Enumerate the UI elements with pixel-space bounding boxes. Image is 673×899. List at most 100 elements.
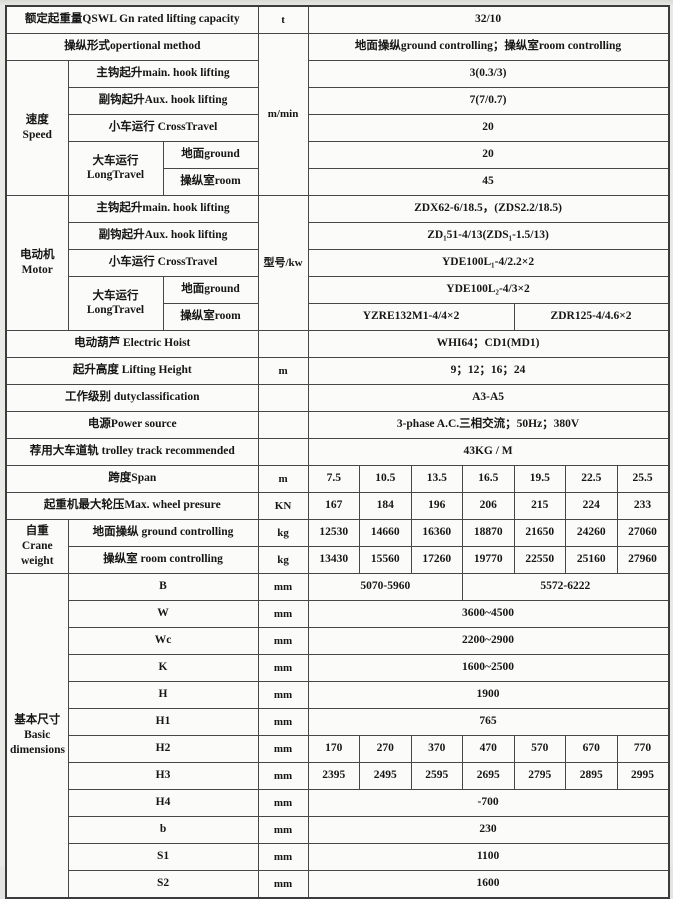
operational-method-value: 地面操纵ground controlling；操纵室room controlli… (307, 33, 670, 61)
row-label-cell: 主钩起升main. hook lifting (67, 195, 259, 223)
value-cell: 5070-5960 (307, 573, 464, 601)
row-label-cell: S2 (67, 870, 259, 899)
row-label-cell: H3 (67, 762, 259, 790)
operational-method-label: 操纵形式opertional method (5, 33, 259, 61)
row-label-cell: K (67, 654, 259, 682)
crane-spec-table-body: 额定起重量QSWL Gn rated lifting capacity t 32/1… (5, 5, 670, 899)
value-cell: 19770 (462, 546, 515, 574)
value-cell: 2395 (307, 762, 361, 790)
unit-cell: m (257, 465, 309, 493)
table-row: 副钩起升Aux. hook lifting ZD₁51-4/13(ZDS₁-1.5… (6, 222, 670, 250)
unit-cell: kg (257, 519, 309, 547)
unit-cell: mm (257, 789, 309, 817)
value-cell: 2995 (616, 762, 670, 790)
value-cell: 45 (307, 168, 670, 196)
table-row: 起升高度 Lifting Height m 9；12；16；24 (5, 357, 670, 385)
unit-cell (257, 438, 309, 466)
lifting-height-value: 9；12；16；24 (307, 357, 670, 385)
value-cell: 27060 (616, 519, 670, 547)
row-label-cell: H4 (67, 789, 259, 817)
basic-dimensions-section-header: 基本尺寸 Basic dimensions (5, 573, 69, 899)
row-label-cell: H1 (67, 708, 259, 736)
value-cell: 17260 (410, 546, 464, 574)
table-row: 小车运行 CrossTravel YDE100L₁-4/2.2×2 (6, 249, 670, 277)
table-row: b mm 230 (6, 816, 670, 844)
value-cell: 2695 (462, 762, 515, 790)
value-cell: 16.5 (462, 465, 515, 493)
row-label-cell: 操纵室 room controlling (67, 546, 259, 574)
row-label-cell: 地面ground (162, 141, 259, 169)
unit-cell: mm (257, 627, 309, 655)
table-row: 大车运行 LongTravel 地面ground YDE100L₂-4/3×2 (6, 276, 670, 331)
table-row: 操纵形式opertional method m/min 地面操纵ground con… (5, 33, 670, 196)
value-cell: 24260 (565, 519, 618, 547)
value-cell: -700 (307, 789, 670, 817)
long-travel-label: 大车运行 LongTravel (67, 276, 164, 331)
row-label-cell: W (67, 600, 259, 628)
speed-unit-cell: m/min (257, 33, 309, 196)
value-cell: 570 (513, 735, 567, 763)
row-label-cell: B (67, 573, 259, 601)
max-wheel-pressure-label: 起重机最大轮压Max. wheel presure (5, 492, 259, 520)
table-row: 操纵室room 45 (6, 168, 670, 196)
value-cell: 670 (565, 735, 618, 763)
value-cell: ZDX62-6/18.5，(ZDS2.2/18.5) (307, 195, 670, 223)
value-cell: 270 (359, 735, 412, 763)
value-cell: 215 (513, 492, 567, 520)
value-cell: 7(7/0.7) (307, 87, 670, 115)
value-cell: 13430 (307, 546, 361, 574)
value-cell: 1100 (307, 843, 670, 871)
unit-cell: mm (257, 816, 309, 844)
value-cell: 370 (410, 735, 464, 763)
table-row: 额定起重量QSWL Gn rated lifting capacity t 32/1… (5, 5, 670, 34)
trolley-track-label: 荐用大车道轨 trolley track recommended (5, 438, 259, 466)
row-label-cell: 操纵室room (162, 168, 259, 196)
table-row: S1 mm 1100 (6, 843, 670, 871)
value-cell: 765 (307, 708, 670, 736)
value-cell: 196 (410, 492, 464, 520)
row-label-cell: Wc (67, 627, 259, 655)
rated-capacity-value: 32/10 (307, 5, 670, 34)
unit-cell: mm (257, 843, 309, 871)
value-cell: ZDR125-4/4.6×2 (513, 303, 670, 331)
long-travel-label: 大车运行 LongTravel (67, 141, 164, 196)
unit-cell: mm (257, 654, 309, 682)
value-cell: 16360 (410, 519, 464, 547)
unit-cell: m (257, 357, 309, 385)
value-cell: 21650 (513, 519, 567, 547)
table-row: 大车运行 LongTravel 地面ground 20 (6, 141, 670, 196)
table-row: 工作级别 dutyclassification A3-A5 (5, 384, 670, 412)
crane-spec-table: 额定起重量QSWL Gn rated lifting capacity t 32/1… (5, 5, 670, 899)
value-cell: 5572-6222 (462, 573, 670, 601)
value-cell: 10.5 (359, 465, 412, 493)
table-row: H4 mm -700 (6, 789, 670, 817)
value-cell: 770 (616, 735, 670, 763)
table-row: 操纵室 room controlling kg 13430 15560 17260 197… (6, 546, 670, 574)
table-row: Wc mm 2200~2900 (6, 627, 670, 655)
rated-capacity-label: 额定起重量QSWL Gn rated lifting capacity (5, 5, 259, 34)
table-row: 电动葫芦 Electric Hoist WHI64；CD1(MD1) (5, 330, 670, 358)
value-cell: 25160 (565, 546, 618, 574)
row-label-cell: 副钩起升Aux. hook lifting (67, 87, 259, 115)
value-cell: 2595 (410, 762, 464, 790)
unit-cell (257, 384, 309, 412)
value-cell: 7.5 (307, 465, 361, 493)
value-cell: 1600 (307, 870, 670, 899)
unit-cell (257, 330, 309, 358)
unit-cell: mm (257, 708, 309, 736)
unit-cell: t (257, 5, 309, 34)
table-row: S2 mm 1600 (6, 870, 670, 899)
row-label-cell: S1 (67, 843, 259, 871)
value-cell: ZD₁51-4/13(ZDS₁-1.5/13) (307, 222, 670, 250)
value-cell: 206 (462, 492, 515, 520)
value-cell: YDE100L₁-4/2.2×2 (307, 249, 670, 277)
value-cell: 3(0.3/3) (307, 60, 670, 88)
table-row: 副钩起升Aux. hook lifting 7(7/0.7) (6, 87, 670, 115)
value-cell: 170 (307, 735, 361, 763)
unit-cell: mm (257, 600, 309, 628)
table-row: H3 mm 2395 2495 2595 2695 2795 2895 2995 (6, 762, 670, 790)
table-row: 起重机最大轮压Max. wheel presure KN 167 184 196 206 2… (5, 492, 670, 520)
row-label-cell: b (67, 816, 259, 844)
value-cell: 25.5 (616, 465, 670, 493)
